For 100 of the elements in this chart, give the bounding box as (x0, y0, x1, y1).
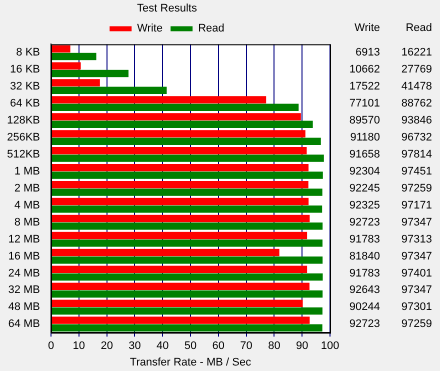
text: 97259 (401, 182, 432, 194)
text: Write (354, 22, 380, 34)
bar (52, 256, 323, 264)
y-tick-label: 12 MB (8, 233, 40, 246)
text: 96732 (401, 132, 432, 144)
text: 97347 (401, 284, 432, 296)
text: 92304 (349, 165, 380, 178)
text: 97171 (401, 199, 432, 212)
legend-label: Write (137, 22, 163, 35)
x-tick-label: 100 (320, 340, 340, 352)
y-tick-label: 64 KB (10, 98, 40, 110)
bar (52, 248, 280, 256)
bar (52, 307, 322, 315)
bar (52, 172, 323, 179)
text: 91783 (349, 233, 380, 246)
x-tick-label: 70 (240, 340, 252, 352)
y-tick-label: 4 MB (14, 199, 40, 212)
bar (52, 324, 322, 332)
text: 92643 (349, 284, 380, 296)
bar (52, 113, 301, 120)
bar (52, 180, 308, 188)
text: 10662 (349, 64, 380, 76)
bar (52, 70, 128, 78)
x-tick-label: 10 (72, 340, 86, 352)
bar (52, 62, 81, 70)
bar (52, 45, 70, 52)
bar (52, 300, 303, 307)
bar (52, 282, 310, 290)
text: 97451 (401, 165, 432, 178)
text: 91783 (349, 267, 380, 280)
x-tick-label: 80 (268, 340, 280, 352)
text: 97347 (401, 216, 432, 228)
bar (52, 130, 306, 138)
x-axis-title: Transfer Rate - MB / Sec (130, 356, 252, 368)
chart-title: Test Results (137, 2, 198, 15)
text: 92723 (349, 216, 380, 228)
text: 17522 (349, 80, 380, 93)
text: Read (406, 22, 432, 34)
text: 92723 (349, 318, 380, 330)
bar (52, 79, 100, 86)
y-tick-label: 8 KB (16, 46, 40, 59)
y-tick-label: 1 MB (14, 165, 40, 178)
text: 16221 (401, 46, 432, 59)
text: 97814 (401, 148, 432, 160)
bar (52, 206, 322, 213)
text: 81840 (349, 250, 380, 262)
y-tick-label: 512KB (6, 148, 40, 160)
text: 97259 (401, 318, 432, 330)
bar (52, 316, 310, 324)
bar (52, 214, 310, 222)
bar (52, 138, 321, 145)
bar (52, 96, 266, 104)
text: 97401 (401, 267, 432, 280)
x-tick-label: 0 (48, 340, 54, 352)
bar (52, 104, 299, 112)
bar (52, 266, 308, 274)
text: 27769 (401, 64, 432, 76)
y-tick-label: 256KB (6, 132, 40, 144)
text: 89570 (349, 114, 380, 127)
y-tick-label: 24 MB (8, 267, 40, 280)
x-tick-label: 90 (296, 340, 308, 352)
y-tick-label: 32 MB (8, 284, 40, 296)
text: 77101 (349, 98, 380, 110)
text: 97347 (401, 250, 432, 262)
bar (52, 154, 324, 162)
text: 92325 (349, 199, 380, 212)
x-tick-label: 40 (156, 340, 169, 352)
text: 93846 (401, 114, 432, 127)
text: 91658 (349, 148, 380, 160)
y-tick-label: 48 MB (8, 301, 40, 314)
y-tick-label: 8 MB (14, 216, 40, 228)
y-tick-label: 128KB (6, 114, 40, 127)
text: 97301 (401, 301, 432, 314)
text: 88762 (401, 98, 432, 110)
bar (52, 290, 323, 298)
bar (52, 120, 313, 128)
y-tick-label: 2 MB (14, 182, 40, 194)
bar (52, 232, 308, 240)
x-tick-label: 50 (184, 340, 197, 352)
bar (52, 164, 309, 172)
x-tick-label: 30 (128, 340, 141, 352)
bar (52, 188, 322, 196)
text: 41478 (401, 80, 432, 93)
bar (52, 52, 96, 60)
bar (52, 147, 307, 154)
y-tick-label: 32 KB (10, 80, 40, 93)
y-tick-label: 64 MB (8, 318, 40, 330)
bar (52, 86, 167, 94)
bar (52, 273, 323, 281)
bar (52, 239, 323, 247)
text: 97313 (401, 233, 432, 246)
y-tick-label: 16 KB (10, 64, 40, 76)
text: 91180 (350, 132, 380, 144)
bar (52, 198, 309, 206)
text: 6913 (356, 46, 380, 59)
bar (52, 222, 323, 230)
text: 92245 (349, 182, 380, 194)
legend-label: Read (198, 22, 224, 35)
y-tick-label: 16 MB (8, 250, 40, 262)
x-tick-label: 20 (100, 340, 113, 352)
